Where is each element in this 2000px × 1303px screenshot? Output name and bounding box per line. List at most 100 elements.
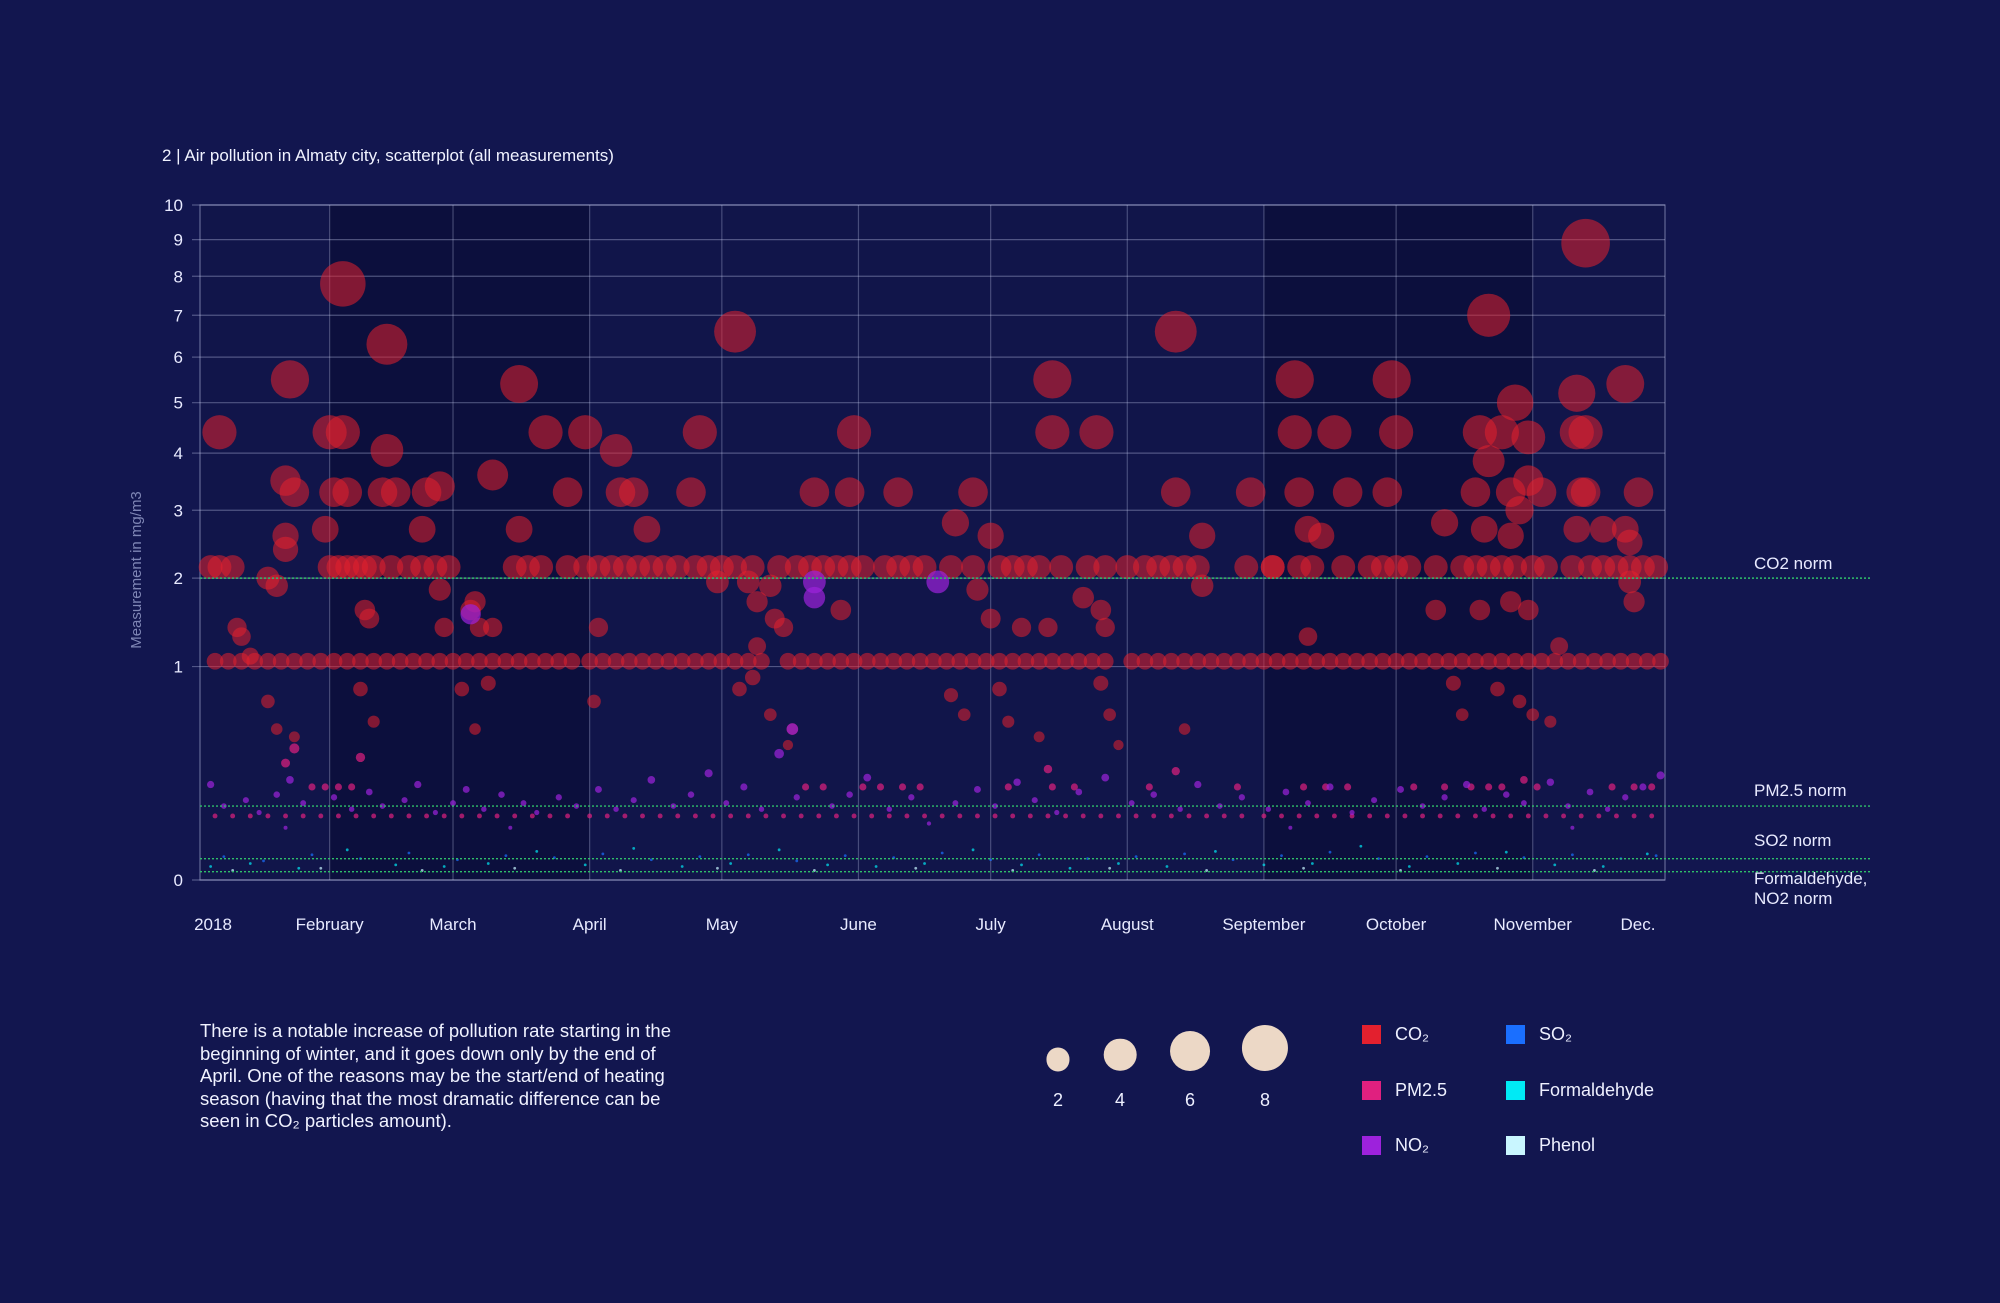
y-tick-label: 0 xyxy=(174,871,183,890)
data-point xyxy=(1472,813,1478,819)
data-point xyxy=(1503,791,1510,798)
data-point xyxy=(1242,652,1260,670)
data-point xyxy=(943,688,959,703)
data-point xyxy=(1425,855,1429,859)
data-point xyxy=(869,813,875,819)
data-point xyxy=(498,791,505,798)
data-point xyxy=(1427,652,1445,670)
data-point xyxy=(898,783,907,791)
data-point xyxy=(1361,652,1379,670)
data-point xyxy=(1606,365,1645,403)
data-point xyxy=(798,813,804,819)
data-point xyxy=(630,797,637,804)
data-point xyxy=(1308,522,1335,549)
data-point xyxy=(325,415,360,450)
data-point xyxy=(299,652,316,670)
data-point xyxy=(764,708,777,721)
data-point xyxy=(520,800,527,806)
data-point xyxy=(1589,515,1617,543)
data-point xyxy=(675,813,681,819)
data-point xyxy=(286,652,303,670)
data-point xyxy=(1656,771,1665,780)
data-point xyxy=(1410,783,1418,791)
data-point xyxy=(1011,617,1032,638)
data-point xyxy=(408,515,436,543)
data-point xyxy=(744,669,761,686)
data-point xyxy=(508,825,513,830)
data-point xyxy=(779,652,797,670)
data-point xyxy=(774,748,784,759)
data-point xyxy=(367,715,380,728)
data-point xyxy=(283,813,288,819)
data-point xyxy=(952,800,959,806)
data-point xyxy=(1546,778,1555,786)
data-point xyxy=(321,783,329,791)
series-phenol xyxy=(231,866,1596,872)
data-point xyxy=(1284,477,1314,508)
data-point xyxy=(1561,813,1567,819)
data-point xyxy=(665,555,690,579)
data-point xyxy=(710,813,716,819)
data-point xyxy=(288,731,300,743)
data-point xyxy=(716,866,719,870)
data-point xyxy=(1387,652,1405,670)
data-point xyxy=(1533,783,1541,791)
y-tick-label: 8 xyxy=(174,267,183,286)
data-point xyxy=(259,652,277,670)
data-point xyxy=(692,813,698,819)
data-point xyxy=(758,806,765,812)
data-point xyxy=(1079,415,1114,450)
data-point xyxy=(1497,522,1524,549)
data-point xyxy=(759,574,782,598)
data-point xyxy=(555,794,562,801)
data-point xyxy=(206,652,224,670)
data-point xyxy=(332,477,363,508)
data-point xyxy=(746,591,768,613)
norm-label: Formaldehyde, xyxy=(1754,869,1867,888)
data-point xyxy=(1367,813,1373,819)
y-tick-label: 6 xyxy=(174,348,183,367)
data-point xyxy=(1054,809,1060,816)
data-point xyxy=(925,652,942,670)
data-point xyxy=(714,310,756,353)
data-point xyxy=(484,652,502,670)
data-point xyxy=(1151,813,1157,819)
data-point xyxy=(886,806,893,812)
data-point xyxy=(1565,803,1571,809)
data-point xyxy=(325,652,343,670)
data-point xyxy=(1038,617,1058,638)
data-point xyxy=(500,365,539,403)
x-tick-label: October xyxy=(1366,915,1427,934)
data-point xyxy=(1288,825,1293,830)
data-point xyxy=(1260,555,1285,579)
data-point xyxy=(971,848,975,852)
data-point xyxy=(256,809,262,816)
data-point xyxy=(1070,652,1088,670)
data-point xyxy=(1310,862,1314,865)
data-point xyxy=(1608,783,1616,791)
data-point xyxy=(1379,415,1414,450)
data-point xyxy=(1075,555,1100,579)
data-point xyxy=(992,803,998,809)
data-point xyxy=(404,652,422,670)
data-point xyxy=(261,694,275,709)
data-point xyxy=(1017,652,1035,670)
data-point xyxy=(1044,652,1061,670)
data-point xyxy=(966,578,989,601)
data-point xyxy=(241,647,259,665)
data-point xyxy=(348,806,355,812)
data-point xyxy=(876,783,885,791)
chart-title: 2 | Air pollution in Almaty city, scatte… xyxy=(162,146,614,165)
data-point xyxy=(767,555,792,579)
data-point xyxy=(1623,591,1645,613)
data-point xyxy=(318,813,324,819)
data-point xyxy=(535,849,539,853)
data-point xyxy=(1189,652,1207,670)
legend-swatch xyxy=(1362,1025,1381,1044)
data-point xyxy=(219,652,237,670)
y-tick-label: 2 xyxy=(174,569,183,588)
data-point xyxy=(926,821,932,826)
data-point xyxy=(1190,574,1214,598)
data-point xyxy=(436,555,461,579)
